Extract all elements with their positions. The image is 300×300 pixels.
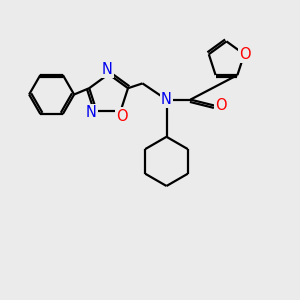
Text: O: O — [116, 109, 128, 124]
Text: N: N — [161, 92, 172, 107]
Text: N: N — [102, 61, 112, 76]
Text: O: O — [240, 47, 251, 62]
Text: O: O — [215, 98, 227, 113]
Text: N: N — [86, 105, 97, 120]
